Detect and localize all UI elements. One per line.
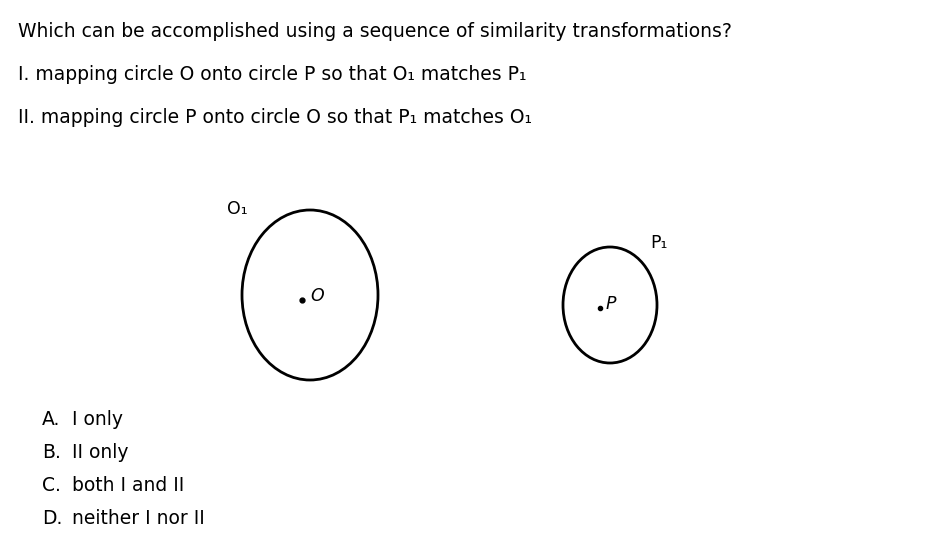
Text: P₁: P₁ [650,234,667,252]
Text: A.: A. [42,410,60,429]
Text: II only: II only [72,443,128,462]
Text: O₁: O₁ [227,200,248,218]
Text: I only: I only [72,410,122,429]
Text: neither I nor II: neither I nor II [72,509,204,528]
Text: C.: C. [42,476,61,495]
Text: both I and II: both I and II [72,476,184,495]
Text: II. mapping circle P onto circle O so that P₁ matches O₁: II. mapping circle P onto circle O so th… [18,108,532,127]
Text: O: O [310,287,323,305]
Text: I. mapping circle O onto circle P so that O₁ matches P₁: I. mapping circle O onto circle P so tha… [18,65,526,84]
Text: Which can be accomplished using a sequence of similarity transformations?: Which can be accomplished using a sequen… [18,22,731,41]
Text: P: P [605,295,616,313]
Text: D.: D. [42,509,62,528]
Text: B.: B. [42,443,61,462]
